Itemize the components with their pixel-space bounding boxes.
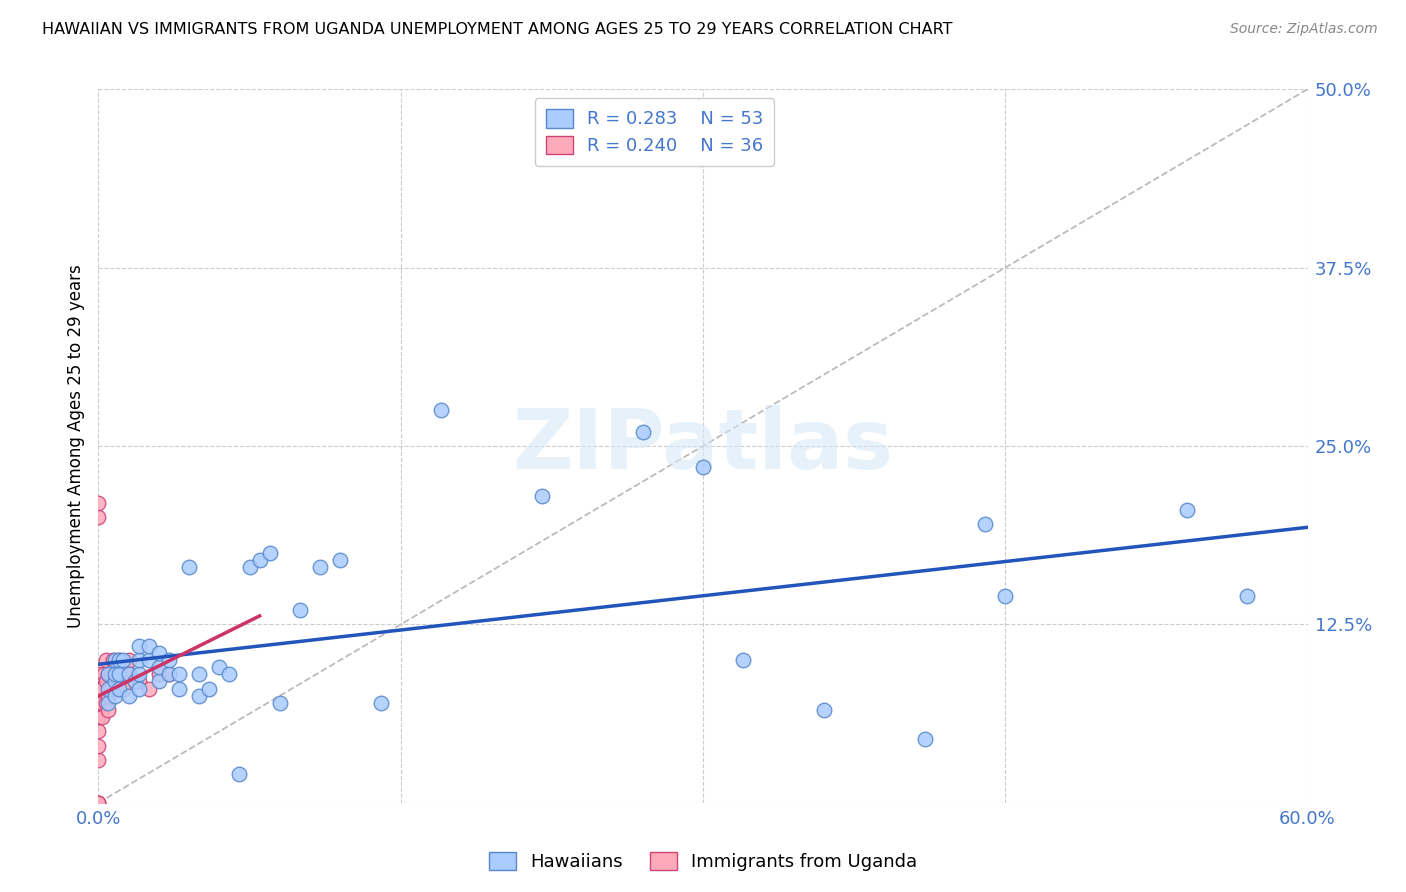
Point bbox=[100, 681, 122, 696]
Point bbox=[218, 667, 240, 681]
Point bbox=[87, 681, 110, 696]
Point bbox=[103, 674, 125, 689]
Point bbox=[974, 517, 997, 532]
Point bbox=[329, 553, 352, 567]
Point bbox=[148, 667, 170, 681]
Point bbox=[370, 696, 392, 710]
Point bbox=[208, 660, 231, 674]
Point bbox=[148, 674, 170, 689]
Point bbox=[107, 667, 129, 681]
Point bbox=[1236, 589, 1258, 603]
Point bbox=[87, 796, 110, 810]
Point bbox=[157, 653, 180, 667]
Point bbox=[87, 510, 110, 524]
Point bbox=[157, 667, 180, 681]
Point bbox=[87, 710, 110, 724]
Point bbox=[249, 553, 271, 567]
Point bbox=[167, 667, 190, 681]
Point bbox=[91, 710, 114, 724]
Point bbox=[259, 546, 281, 560]
Point bbox=[91, 696, 114, 710]
Point bbox=[96, 696, 118, 710]
Point bbox=[198, 681, 221, 696]
Point bbox=[100, 667, 122, 681]
Point bbox=[87, 724, 110, 739]
Point bbox=[430, 403, 453, 417]
Point bbox=[530, 489, 553, 503]
Point bbox=[994, 589, 1017, 603]
Point bbox=[118, 689, 141, 703]
Point bbox=[138, 681, 160, 696]
Point bbox=[118, 667, 141, 681]
Point bbox=[96, 653, 118, 667]
Point bbox=[97, 689, 120, 703]
Legend: R = 0.283    N = 53, R = 0.240    N = 36: R = 0.283 N = 53, R = 0.240 N = 36 bbox=[534, 98, 775, 166]
Text: HAWAIIAN VS IMMIGRANTS FROM UGANDA UNEMPLOYMENT AMONG AGES 25 TO 29 YEARS CORREL: HAWAIIAN VS IMMIGRANTS FROM UGANDA UNEMP… bbox=[42, 22, 953, 37]
Point bbox=[111, 681, 134, 696]
Point bbox=[148, 646, 170, 660]
Point bbox=[124, 674, 146, 689]
Point bbox=[103, 653, 125, 667]
Point bbox=[107, 653, 129, 667]
Point bbox=[107, 674, 129, 689]
Point bbox=[239, 560, 262, 574]
Point bbox=[128, 674, 150, 689]
Point bbox=[128, 653, 150, 667]
Point bbox=[128, 681, 150, 696]
Point bbox=[138, 653, 160, 667]
Point bbox=[128, 639, 150, 653]
Point bbox=[118, 667, 141, 681]
Point bbox=[188, 689, 211, 703]
Point bbox=[97, 667, 120, 681]
Point bbox=[103, 667, 125, 681]
Point bbox=[87, 796, 110, 810]
Point bbox=[97, 703, 120, 717]
Point bbox=[101, 653, 124, 667]
Point bbox=[128, 667, 150, 681]
Text: ZIPatlas: ZIPatlas bbox=[513, 406, 893, 486]
Point bbox=[91, 681, 114, 696]
Point bbox=[97, 696, 120, 710]
Point bbox=[87, 496, 110, 510]
Point bbox=[179, 560, 201, 574]
Point bbox=[813, 703, 835, 717]
Point bbox=[96, 674, 118, 689]
Point bbox=[118, 653, 141, 667]
Point bbox=[138, 639, 160, 653]
Text: Source: ZipAtlas.com: Source: ZipAtlas.com bbox=[1230, 22, 1378, 37]
Point bbox=[692, 460, 714, 475]
Point bbox=[111, 653, 134, 667]
Point bbox=[97, 667, 120, 681]
Point bbox=[188, 667, 211, 681]
Point bbox=[148, 660, 170, 674]
Point bbox=[87, 667, 110, 681]
Point bbox=[288, 603, 311, 617]
Point bbox=[167, 681, 190, 696]
Point bbox=[93, 667, 115, 681]
Point bbox=[269, 696, 291, 710]
Point bbox=[107, 653, 129, 667]
Point bbox=[87, 796, 110, 810]
Point bbox=[1175, 503, 1198, 517]
Legend: Hawaiians, Immigrants from Uganda: Hawaiians, Immigrants from Uganda bbox=[481, 845, 925, 879]
Point bbox=[87, 753, 110, 767]
Point bbox=[103, 674, 125, 689]
Point bbox=[914, 731, 936, 746]
Y-axis label: Unemployment Among Ages 25 to 29 years: Unemployment Among Ages 25 to 29 years bbox=[66, 264, 84, 628]
Point bbox=[107, 681, 129, 696]
Point bbox=[733, 653, 755, 667]
Point bbox=[103, 689, 125, 703]
Point bbox=[103, 660, 125, 674]
Point bbox=[87, 739, 110, 753]
Point bbox=[631, 425, 654, 439]
Point bbox=[157, 667, 180, 681]
Point bbox=[97, 681, 120, 696]
Point bbox=[228, 767, 250, 781]
Point bbox=[87, 696, 110, 710]
Point bbox=[309, 560, 332, 574]
